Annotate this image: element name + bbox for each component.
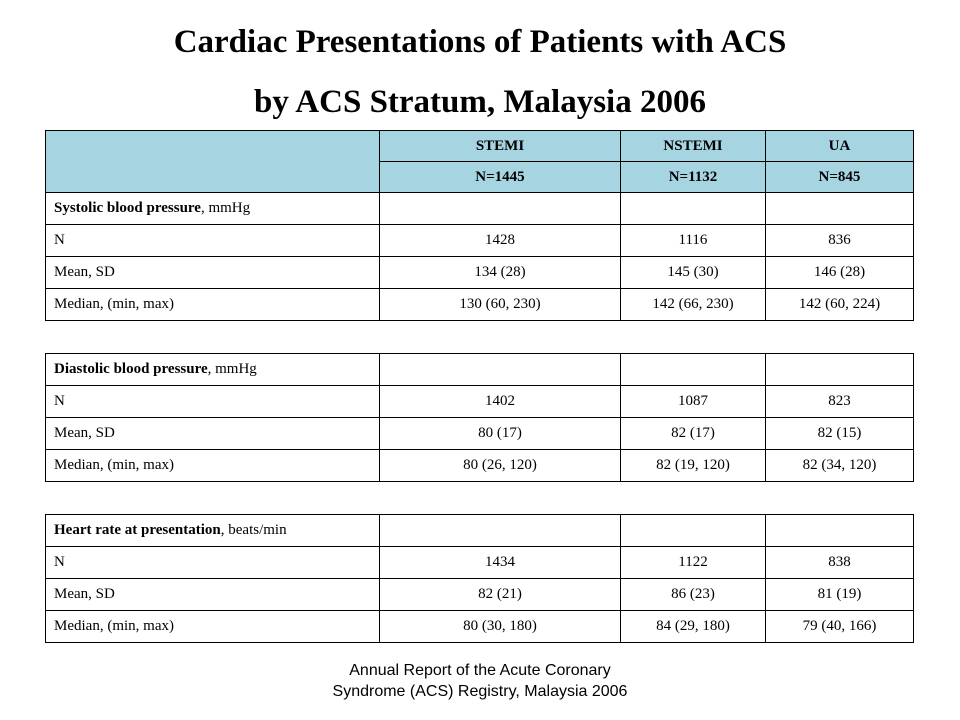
- header-nstemi: NSTEMI: [620, 130, 766, 162]
- cell-stemi: 80 (26, 120): [379, 449, 621, 482]
- table-row: Mean, SD 134 (28) 145 (30) 146 (28): [45, 256, 914, 289]
- section-name: Heart rate at presentation: [54, 522, 221, 538]
- table-row: Median, (min, max) 80 (30, 180) 84 (29, …: [45, 610, 914, 643]
- section-title-diastolic: Diastolic blood pressure, mmHg: [45, 353, 380, 386]
- section-name: Diastolic blood pressure: [54, 361, 208, 377]
- cell-ua: 82 (15): [765, 417, 914, 450]
- cell-ua: 838: [765, 546, 914, 579]
- table-row: Mean, SD 80 (17) 82 (17) 82 (15): [45, 417, 914, 450]
- cell-nstemi: 86 (23): [620, 578, 766, 611]
- cell-nstemi: 84 (29, 180): [620, 610, 766, 643]
- table-row: N 1402 1087 823: [45, 385, 914, 418]
- row-label: Median, (min, max): [45, 449, 380, 482]
- header-row-counts: N=1445 N=1132 N=845: [46, 161, 914, 193]
- row-label: Mean, SD: [45, 578, 380, 611]
- systolic-table: STEMI NSTEMI UA N=1445 N=1132 N=845 Syst…: [45, 130, 914, 321]
- section-name: Systolic blood pressure: [54, 200, 201, 216]
- header-stemi-count: N=1445: [379, 161, 621, 193]
- section-title-heart-rate: Heart rate at presentation, beats/min: [45, 514, 380, 547]
- table-row: Median, (min, max) 130 (60, 230) 142 (66…: [45, 288, 914, 321]
- section-unit: , mmHg: [207, 361, 257, 377]
- cell-stemi: 130 (60, 230): [379, 288, 621, 321]
- section-title-row: Heart rate at presentation, beats/min: [45, 514, 914, 547]
- header-nstemi-count: N=1132: [620, 161, 766, 193]
- row-label: N: [45, 546, 380, 579]
- empty-cell: [379, 514, 621, 547]
- cell-ua: 146 (28): [765, 256, 914, 289]
- cell-ua: 79 (40, 166): [765, 610, 914, 643]
- row-label: Median, (min, max): [45, 288, 380, 321]
- cell-ua: 81 (19): [765, 578, 914, 611]
- cell-stemi: 1402: [379, 385, 621, 418]
- section-unit: , beats/min: [220, 522, 287, 538]
- cell-stemi: 134 (28): [379, 256, 621, 289]
- cell-stemi: 82 (21): [379, 578, 621, 611]
- cell-stemi: 80 (30, 180): [379, 610, 621, 643]
- diastolic-table: Diastolic blood pressure, mmHg N 1402 10…: [45, 353, 914, 482]
- empty-cell: [379, 192, 621, 225]
- section-title-row: Systolic blood pressure, mmHg: [45, 192, 914, 225]
- table-row: Median, (min, max) 80 (26, 120) 82 (19, …: [45, 449, 914, 482]
- row-label: Mean, SD: [45, 417, 380, 450]
- cell-ua: 823: [765, 385, 914, 418]
- footer-source-line-2: Syndrome (ACS) Registry, Malaysia 2006: [332, 683, 628, 700]
- header-stemi: STEMI: [379, 130, 621, 162]
- cell-nstemi: 142 (66, 230): [620, 288, 766, 321]
- cell-nstemi: 82 (19, 120): [620, 449, 766, 482]
- row-label: Mean, SD: [45, 256, 380, 289]
- row-label: Median, (min, max): [45, 610, 380, 643]
- empty-cell: [765, 353, 914, 386]
- table-row: N 1428 1116 836: [45, 224, 914, 257]
- section-unit: , mmHg: [200, 200, 251, 216]
- empty-cell: [765, 192, 914, 225]
- cell-stemi: 1428: [379, 224, 621, 257]
- header-row-groups: STEMI NSTEMI UA: [45, 130, 914, 193]
- cell-ua: 836: [765, 224, 914, 257]
- heart-rate-table: Heart rate at presentation, beats/min N …: [45, 514, 914, 643]
- cell-stemi: 1434: [379, 546, 621, 579]
- cell-nstemi: 1116: [620, 224, 766, 257]
- empty-cell: [620, 514, 766, 547]
- empty-cell: [765, 514, 914, 547]
- table-row: N 1434 1122 838: [45, 546, 914, 579]
- page-title: Cardiac Presentations of Patients with A…: [173, 24, 787, 60]
- section-title-systolic: Systolic blood pressure, mmHg: [45, 192, 380, 225]
- empty-cell: [379, 353, 621, 386]
- cell-stemi: 80 (17): [379, 417, 621, 450]
- table-row: Mean, SD 82 (21) 86 (23) 81 (19): [45, 578, 914, 611]
- empty-cell: [620, 192, 766, 225]
- cell-ua: 142 (60, 224): [765, 288, 914, 321]
- row-label: N: [45, 385, 380, 418]
- cell-nstemi: 82 (17): [620, 417, 766, 450]
- header-ua: UA: [765, 130, 914, 162]
- header-blank-cell: [45, 130, 380, 193]
- cell-nstemi: 1122: [620, 546, 766, 579]
- cell-nstemi: 145 (30): [620, 256, 766, 289]
- empty-cell: [620, 353, 766, 386]
- footer-source-line-1: Annual Report of the Acute Coronary: [349, 662, 611, 679]
- cell-nstemi: 1087: [620, 385, 766, 418]
- row-label: N: [45, 224, 380, 257]
- section-title-row: Diastolic blood pressure, mmHg: [45, 353, 914, 386]
- page-subtitle: by ACS Stratum, Malaysia 2006: [254, 84, 706, 120]
- header-ua-count: N=845: [765, 161, 914, 193]
- cell-ua: 82 (34, 120): [765, 449, 914, 482]
